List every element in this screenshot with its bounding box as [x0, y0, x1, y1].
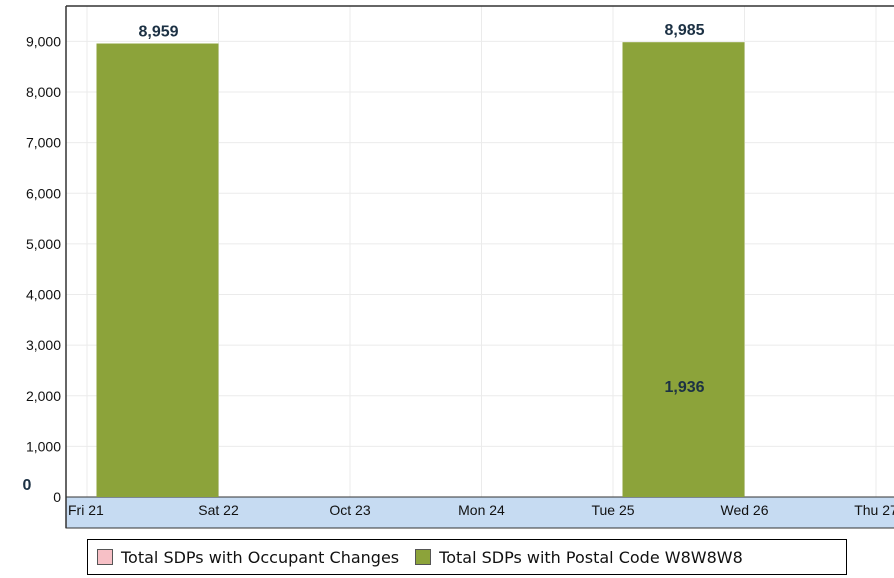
data-label: 8,959 [138, 24, 178, 41]
x-tick-label: Fri 21 [68, 502, 104, 518]
data-label: 1,936 [664, 379, 704, 396]
y-axis-ticks: 0 1,000 2,000 3,000 4,000 5,000 6,000 7,000 8,00… [26, 33, 61, 505]
x-tick-label: Tue 25 [591, 502, 634, 518]
x-axis-band [65, 496, 894, 529]
legend-swatch-postal-code [415, 549, 432, 565]
legend-label: Total SDPs with Postal Code W8W8W8 [439, 547, 743, 567]
x-tick-label: Sat 22 [198, 502, 239, 518]
bar-chart: 0 1,000 2,000 3,000 4,000 5,000 6,000 7,000 8,00… [23, 5, 894, 529]
y-tick-label: 0 [53, 489, 61, 505]
legend-item-postal-code[interactable]: Total SDPs with Postal Code W8W8W8 [415, 548, 743, 567]
legend-item-occupant-changes[interactable]: Total SDPs with Occupant Changes [97, 548, 399, 567]
legend: Total SDPs with Occupant Changes Total S… [87, 539, 847, 575]
legend-label: Total SDPs with Occupant Changes [121, 547, 400, 567]
bar [622, 42, 745, 498]
y-tick-label: 7,000 [26, 135, 61, 151]
x-axis-ticks: Fri 21 Sat 22 Oct 23 Mon 24 Tue 25 Wed 26 Thu … [68, 502, 894, 518]
y-tick-label: 8,000 [26, 84, 61, 100]
data-label: 8,985 [664, 22, 704, 39]
y-tick-label: 5,000 [26, 236, 61, 252]
y-tick-label: 4,000 [26, 287, 61, 303]
bar [96, 43, 219, 497]
bars [96, 42, 745, 498]
x-tick-label: Oct 23 [329, 502, 370, 518]
x-tick-label: Mon 24 [458, 502, 505, 518]
y-tick-label: 3,000 [26, 337, 61, 353]
y-tick-label: 1,000 [26, 438, 61, 454]
legend-swatch-occupant-changes [97, 549, 113, 565]
data-labels: 0 1,936 8,959 8,985 [23, 22, 705, 494]
y-tick-label: 9,000 [26, 33, 61, 49]
y-tick-label: 2,000 [26, 388, 61, 404]
data-label: 0 [23, 477, 32, 494]
y-tick-label: 6,000 [26, 185, 61, 201]
x-tick-label: Thu 27 [854, 502, 894, 518]
x-tick-label: Wed 26 [721, 502, 769, 518]
